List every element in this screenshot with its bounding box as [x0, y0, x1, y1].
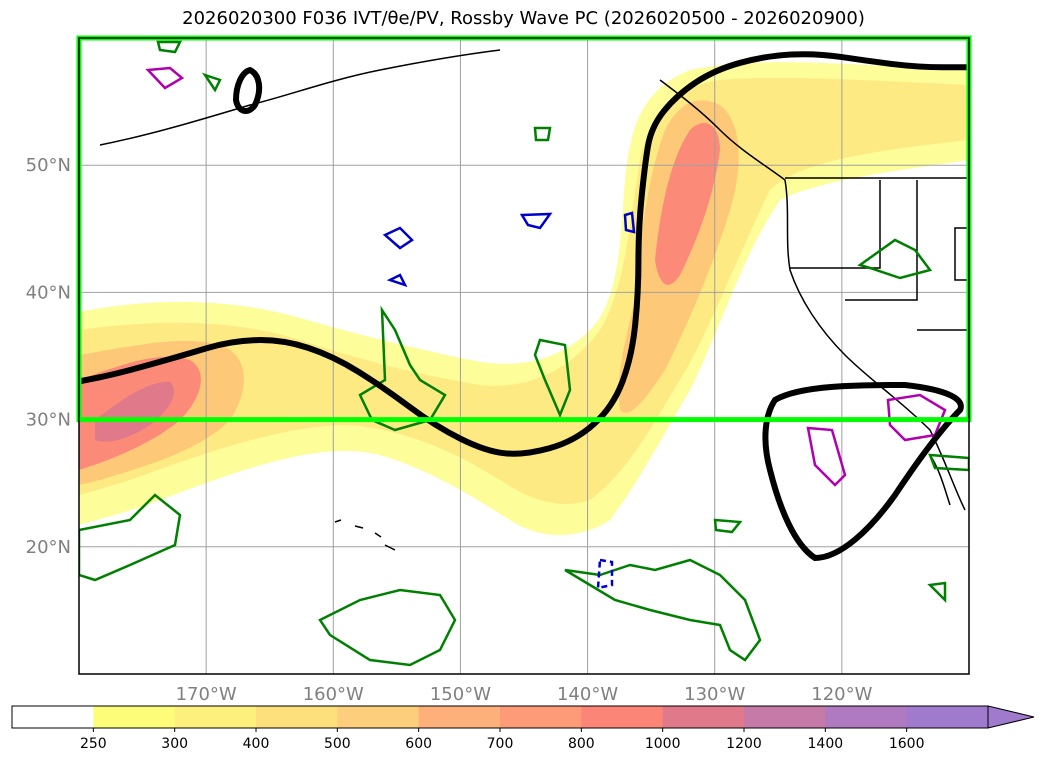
lon-tick-label: 150°W: [430, 684, 491, 705]
colorbar-segment: [825, 706, 908, 728]
ivt-band-1000: [95, 381, 174, 442]
theta-e-contour-dashed: [596, 558, 614, 590]
colorbar-tick-label: 1000: [645, 736, 681, 752]
hawaii: [334, 519, 396, 551]
pv-contour: [928, 453, 969, 472]
ivt-shading: [79, 62, 969, 536]
lon-tick-label: 170°W: [176, 684, 237, 705]
pv-contour: [318, 588, 457, 667]
colorbar-tick-label: 300: [161, 736, 188, 752]
rossby-wave-contour-closed: [232, 66, 263, 114]
ivt-contour: [145, 66, 185, 90]
rossby-wave-contour-closed: [762, 381, 964, 562]
state-border-2: [845, 180, 918, 301]
ivt-contour: [806, 426, 847, 487]
pv-contour: [857, 238, 933, 280]
colorbar-segment: [174, 706, 257, 728]
pv-contour: [201, 72, 222, 93]
colorbar-segment: [418, 706, 501, 728]
colorbar-tick-label: 1600: [889, 736, 925, 752]
colorbar-segment: [662, 706, 745, 728]
colorbar-tick-label: 600: [405, 736, 432, 752]
pv-contour: [713, 518, 743, 534]
colorbar-tick-label: 1400: [808, 736, 844, 752]
colorbar: 250 300 400 500 600 700 800 1000 1200 1400 1600: [11, 705, 1035, 752]
colorbar-segment: [12, 706, 94, 728]
lon-labels: 170°W 160°W 150°W 140°W 130°W 120°W: [176, 684, 873, 705]
lat-tick-label: 40°N: [26, 282, 71, 303]
ivt-band-300: [79, 77, 969, 504]
chart-title: 2026020300 F036 IVT/θe/PV, Rossby Wave P…: [182, 8, 865, 29]
map-frame: [78, 37, 970, 675]
north-america-coast: [659, 79, 966, 511]
colorbar-tick-label: 250: [80, 736, 107, 752]
contours: [79, 40, 969, 667]
lon-tick-label: 130°W: [684, 684, 745, 705]
theta-e-contour: [623, 211, 636, 234]
pv-contour: [156, 40, 183, 54]
pv-contour: [533, 338, 572, 419]
pv-contour: [533, 126, 552, 142]
theta-e-contour: [519, 212, 553, 230]
colorbar-segment: [256, 706, 338, 728]
pv-contour: [927, 581, 947, 604]
pv-contour: [79, 493, 182, 582]
colorbar-segment: [581, 706, 664, 728]
lat-tick-label: 30°N: [26, 410, 71, 431]
rossby-wave-contour: [79, 51, 969, 457]
lat-labels: 20°N 30°N 40°N 50°N: [26, 155, 71, 558]
colorbar-tick-label: 500: [324, 736, 351, 752]
alaska-coast: [99, 49, 501, 146]
lon-tick-label: 140°W: [557, 684, 618, 705]
colorbar-segment: [500, 706, 582, 728]
colorbar-segment: [744, 706, 826, 728]
colorbar-segment: [93, 706, 176, 728]
colorbar-tick-label: 400: [243, 736, 270, 752]
colorbar-segment: [906, 706, 989, 728]
state-border-4: [954, 227, 969, 281]
pv-contour: [564, 558, 762, 662]
ivt-band-800b: [655, 122, 720, 285]
lat-tick-label: 50°N: [26, 155, 71, 176]
lon-tick-label: 160°W: [303, 684, 364, 705]
lat-tick-label: 20°N: [26, 537, 71, 558]
lon-tick-label: 120°W: [811, 684, 872, 705]
colorbar-tick-label: 800: [568, 736, 595, 752]
colorbar-tick-label: 1200: [726, 736, 762, 752]
colorbar-tick-label: 700: [487, 736, 514, 752]
theta-e-contour: [386, 273, 408, 288]
state-border-1: [790, 180, 881, 269]
theta-e-contour: [382, 226, 414, 250]
colorbar-extend-arrow: [987, 705, 1035, 729]
coastlines: [99, 49, 969, 551]
colorbar-segment: [337, 706, 420, 728]
